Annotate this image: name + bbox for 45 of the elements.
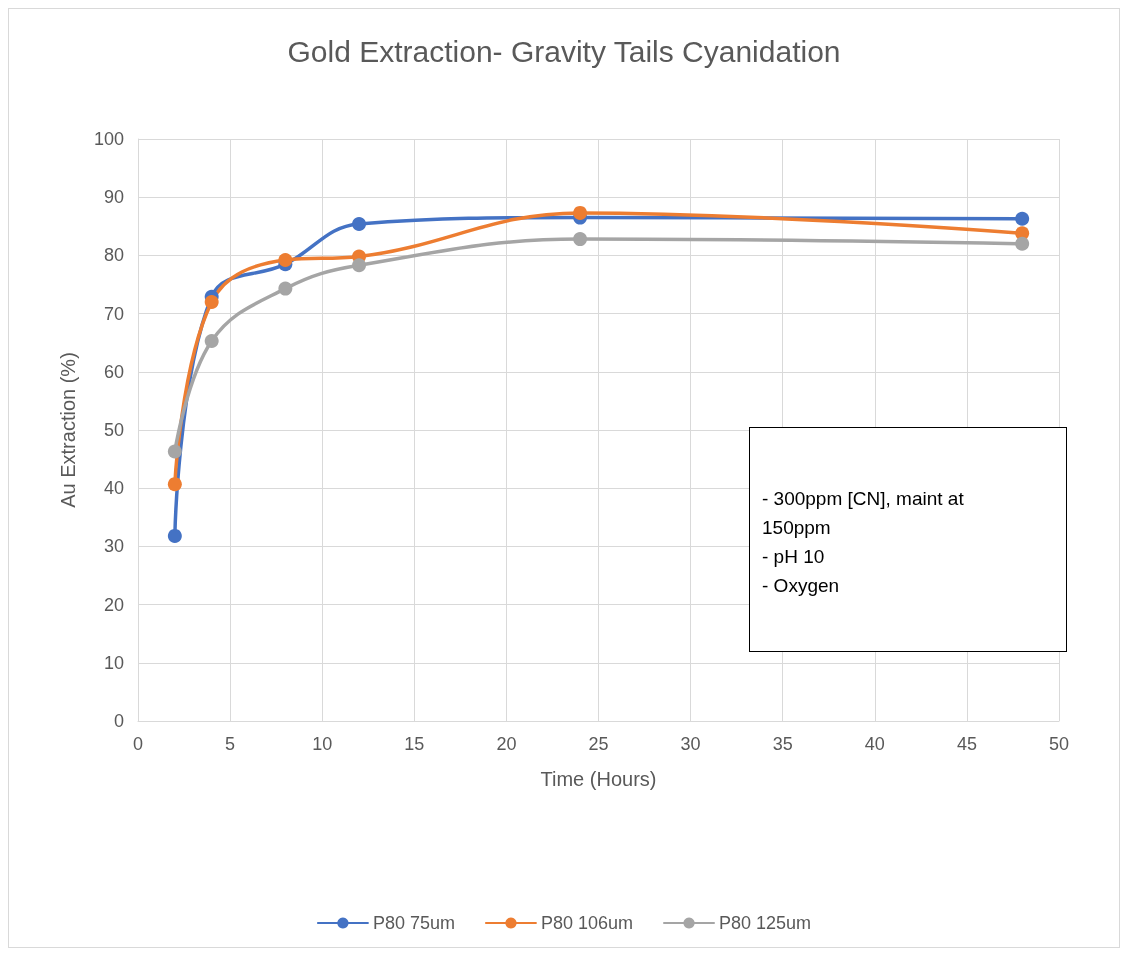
- x-tick-label: 50: [1048, 734, 1070, 754]
- point: [167, 528, 182, 543]
- x-axis-title: Time (Hours): [540, 768, 657, 790]
- y-tick-label: 10: [103, 652, 124, 673]
- y-tick-label: 0: [113, 711, 124, 731]
- point: [167, 477, 182, 492]
- y-tick-label: 20: [103, 594, 124, 615]
- x-tick-label: 40: [864, 734, 885, 754]
- x-tick-label: 35: [772, 734, 793, 754]
- x-tick-label: 5: [225, 734, 236, 754]
- x-tick-label: 30: [680, 734, 701, 754]
- point: [573, 232, 588, 247]
- point: [167, 444, 182, 459]
- x-tick-label: 20: [496, 734, 517, 754]
- y-tick-label: 80: [103, 245, 124, 266]
- point: [204, 333, 219, 348]
- point: [1015, 211, 1030, 226]
- y-tick-label: 100: [93, 129, 124, 149]
- annotation: - Oxygen: [762, 574, 841, 598]
- point: [573, 205, 588, 220]
- y-tick-label: 90: [103, 187, 124, 208]
- point: [352, 216, 367, 231]
- x-tick-label: 15: [404, 734, 425, 754]
- x-tick-label: 25: [588, 734, 609, 754]
- point: [204, 294, 219, 309]
- y-axis-title: Au Extraction (%): [57, 352, 79, 508]
- chart-title: Gold Extraction- Gravity Tails Cyanidation: [287, 34, 841, 68]
- x-tick-label: 45: [956, 734, 977, 754]
- point: [278, 281, 293, 296]
- y-tick-label: 30: [103, 536, 124, 557]
- note-box: - 300ppm [CN], maint at 150ppm - pH 10 - Oxygen: [749, 427, 1067, 652]
- annotation: - pH 10: [762, 545, 826, 569]
- x-tick-label: 0: [132, 734, 144, 754]
- point: [352, 258, 367, 273]
- y-tick-label: 60: [103, 361, 124, 382]
- annotation: - 300ppm [CN], maint at 150ppm: [762, 487, 965, 540]
- legend-label: P80 75um: [372, 913, 455, 933]
- y-tick-label: 50: [103, 420, 124, 440]
- point: [1015, 236, 1030, 251]
- y-tick-label: 70: [103, 303, 124, 324]
- legend-label: P80 106um: [540, 913, 634, 933]
- point: [278, 253, 293, 268]
- legend-label: P80 125um: [719, 913, 812, 933]
- y-tick-label: 40: [103, 478, 124, 499]
- x-tick-label: 10: [312, 734, 333, 754]
